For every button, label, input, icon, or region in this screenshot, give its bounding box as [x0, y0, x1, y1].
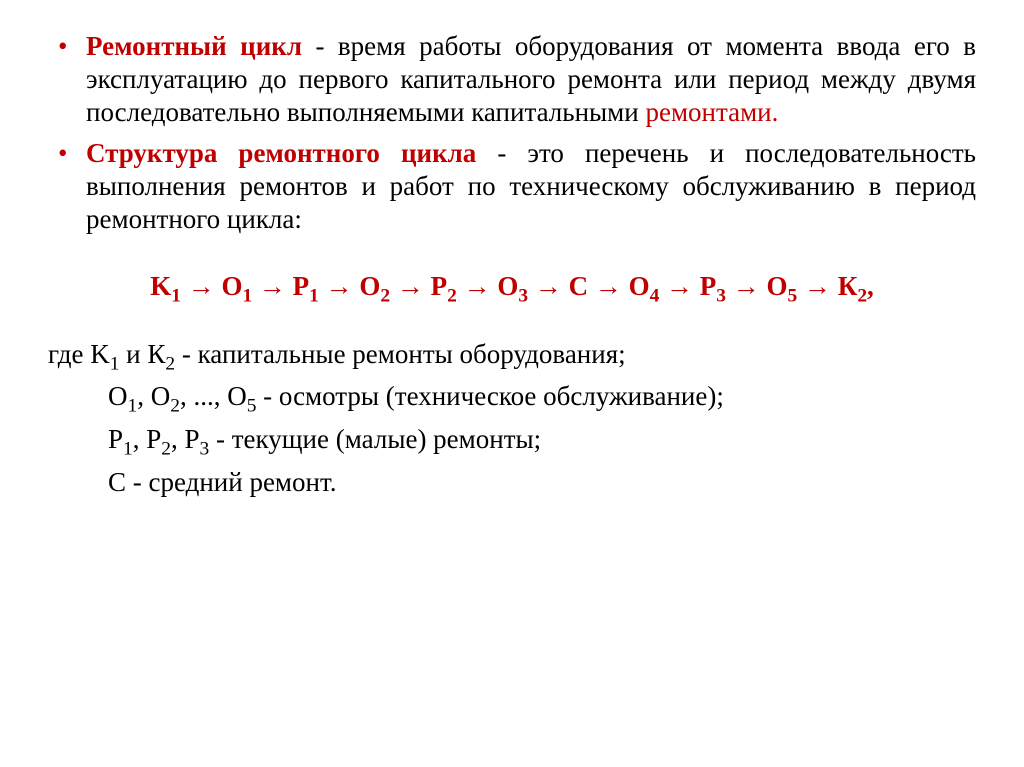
bullet-item: Ремонтный цикл - время работы оборудован… — [86, 30, 976, 129]
legend-line: O1, O2, ..., O5 - осмотры (техническое о… — [48, 375, 976, 418]
bullet-list: Ремонтный цикл - время работы оборудован… — [48, 30, 976, 236]
bullet-item: Структура ремонтного цикла - это перечен… — [86, 137, 976, 236]
legend-line: С - средний ремонт. — [48, 461, 976, 504]
term: Ремонтный цикл — [86, 31, 302, 61]
legend-line: P1, P2, P3 - текущие (малые) ремонты; — [48, 418, 976, 461]
legend: где K1 и К2 - капитальные ремонты оборуд… — [48, 333, 976, 504]
term: Структура ремонтного цикла — [86, 138, 476, 168]
definition-tail: ремонтами. — [645, 97, 778, 127]
legend-line: где K1 и К2 - капитальные ремонты оборуд… — [48, 333, 976, 376]
formula-sequence: K1 → O1 → P1 → O2 → P2 → O3 → С → O4 → P… — [48, 270, 976, 303]
slide: Ремонтный цикл - время работы оборудован… — [0, 0, 1024, 767]
